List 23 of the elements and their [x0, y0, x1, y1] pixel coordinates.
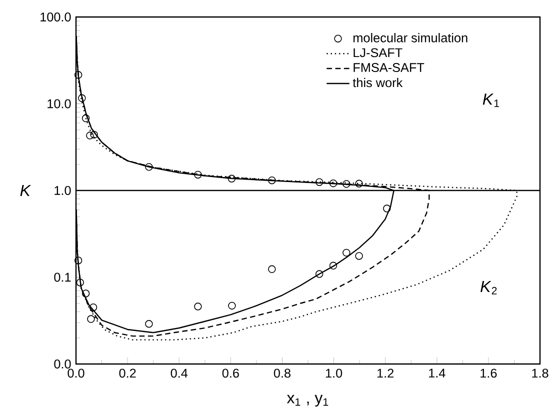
legend-label: LJ-SAFT	[354, 48, 402, 58]
y-tick-label: 100.0	[40, 12, 71, 22]
x-tick-label: 0.8	[274, 368, 290, 378]
y-tick-label: 0.1	[54, 272, 71, 282]
x-tick-label: 1.4	[429, 368, 446, 378]
x-tick-label: 0.6	[222, 368, 239, 378]
y-tick-label: 1.0	[54, 186, 71, 195]
x-tick-label: 0.0	[68, 368, 84, 378]
annotation: K$_{1}$	[482, 94, 500, 107]
y-tick-label: 0.0	[54, 360, 71, 368]
x-axis-title: x$_{1}$ , y$_{1}$	[286, 394, 328, 407]
x-tick-label: 1.2	[377, 368, 394, 378]
legend-label: molecular simulation	[353, 33, 468, 42]
y-tick-label: 10.0	[48, 99, 71, 108]
y-axis-title: K	[20, 185, 32, 196]
x-tick-label: 1.6	[480, 368, 497, 378]
x-tick-label: 1.0	[326, 368, 342, 378]
annotation: K$_{2}$	[480, 280, 497, 294]
x-tick-label: 1.8	[532, 368, 548, 378]
legend-label: FMSA-SAFT	[354, 63, 424, 72]
x-tick-label: 0.2	[119, 368, 136, 378]
x-tick-label: 0.4	[170, 368, 188, 378]
legend-label: this work	[352, 78, 403, 88]
